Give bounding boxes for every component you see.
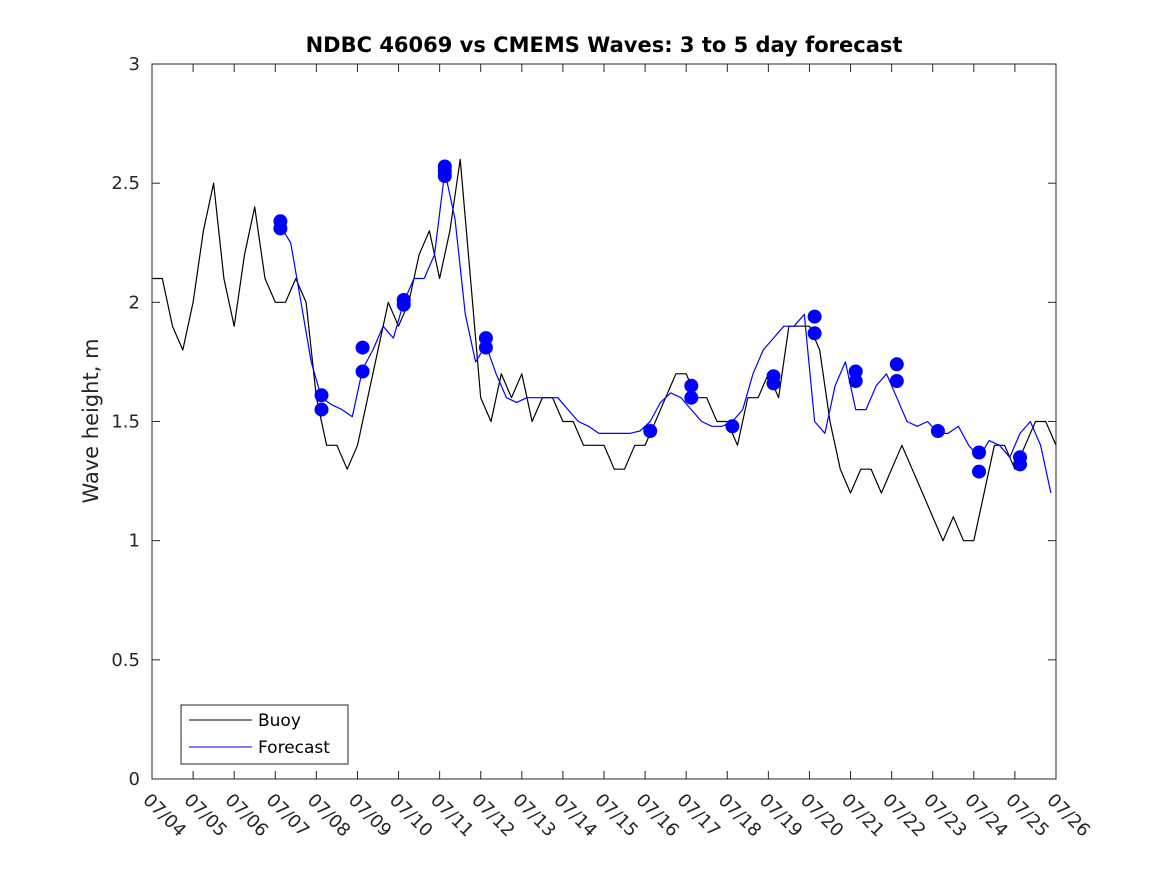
series-line-buoy <box>152 158 1057 542</box>
forecast-marker <box>355 340 370 355</box>
y-tick-label: 2 <box>129 292 140 313</box>
forecast-marker <box>478 340 493 355</box>
forecast-marker <box>972 464 986 479</box>
forecast-marker <box>314 388 329 403</box>
forecast-marker <box>643 424 658 438</box>
forecast-marker <box>437 169 452 183</box>
y-axis-label: Wave height, m <box>79 338 103 503</box>
forecast-marker <box>396 297 411 312</box>
series-line-forecast <box>279 170 1052 494</box>
y-axis: 0 0.5 1 1.5 2 2.5 3 <box>111 54 1056 790</box>
legend: Buoy Forecast <box>180 704 349 765</box>
y-tick-label: 0.5 <box>111 650 140 671</box>
forecast-marker <box>1013 457 1027 472</box>
forecast-marker <box>766 376 781 391</box>
forecast-marker <box>930 424 945 438</box>
forecast-marker <box>355 364 370 379</box>
legend-box <box>180 704 349 765</box>
forecast-marker <box>273 221 288 236</box>
series-layer <box>152 158 1057 542</box>
y-tick-label: 2.5 <box>111 173 140 194</box>
legend-label-forecast: Forecast <box>258 738 330 758</box>
forecast-marker <box>972 445 986 460</box>
plot-area <box>152 64 1056 779</box>
forecast-marker <box>807 309 822 324</box>
forecast-marker <box>848 374 863 388</box>
forecast-marker <box>807 326 822 341</box>
forecast-marker <box>889 374 904 388</box>
forecast-marker <box>725 419 740 434</box>
y-tick-label: 1.5 <box>111 412 140 433</box>
y-tick-label: 0 <box>129 769 140 790</box>
forecast-marker <box>684 378 699 393</box>
forecast-marker <box>684 390 699 405</box>
legend-label-buoy: Buoy <box>258 711 301 731</box>
forecast-markers <box>273 159 1027 479</box>
forecast-marker <box>889 357 904 372</box>
chart-title: NDBC 46069 vs CMEMS Waves: 3 to 5 day fo… <box>306 33 903 57</box>
y-tick-label: 1 <box>129 531 140 552</box>
y-tick-label: 3 <box>129 54 140 75</box>
forecast-marker <box>314 402 329 417</box>
